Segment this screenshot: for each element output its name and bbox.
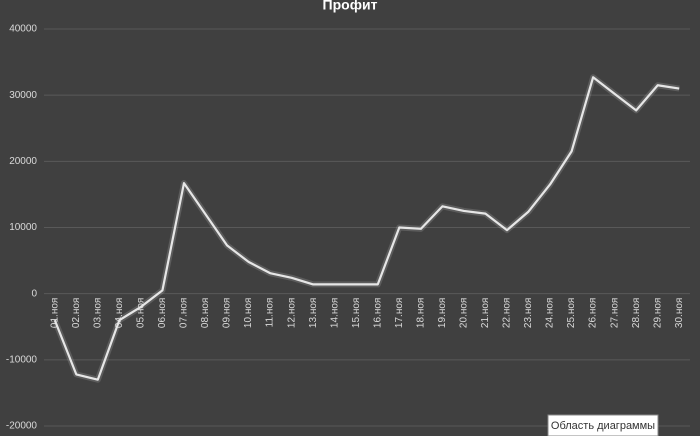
x-tick-label: 10.ноя [243, 298, 254, 328]
x-tick-label: 28.ноя [631, 298, 642, 328]
x-tick-label: 19.ноя [437, 298, 448, 328]
x-tick-label: 27.ноя [609, 298, 620, 328]
plot-area: -20000 -10000 0 10000 20000 30000 40000 01.ноя 0… [6, 24, 690, 432]
x-tick-label: 29.ноя [652, 298, 663, 328]
x-tick-label: 13.ноя [308, 298, 319, 328]
x-tick-label: 14.ноя [329, 298, 340, 328]
x-tick-label: 03.ноя [92, 298, 103, 328]
x-tick-label: 09.ноя [222, 298, 233, 328]
x-tick-label: 08.ноя [200, 298, 211, 328]
x-tick-label: 23.ноя [523, 298, 534, 328]
x-tick-label: 02.ноя [71, 298, 82, 328]
y-tick-label: 40000 [9, 24, 37, 35]
x-tick-label: 24.ноя [545, 298, 556, 328]
line [53, 76, 680, 381]
x-tick-label: 15.ноя [351, 298, 362, 328]
tooltip: Область диаграммы [551, 420, 655, 432]
x-tick-label: 22.ноя [502, 298, 513, 328]
y-tick-label: 20000 [9, 156, 37, 167]
x-tick-label: 05.ноя [136, 298, 147, 328]
x-tick-label: 11.ноя [265, 298, 276, 328]
x-tick-label: 25.ноя [566, 298, 577, 328]
x-tick-label: 01.ноя [49, 298, 60, 328]
x-tick-label: 17.ноя [394, 298, 405, 328]
x-tick-label: 20.ноя [459, 298, 470, 328]
y-tick-label: 30000 [9, 90, 37, 101]
x-tick-label: 04.ноя [114, 298, 125, 328]
x-tick-label: 26.ноя [588, 298, 599, 328]
x-tick-label: 12.ноя [286, 298, 297, 328]
x-tick-label: 07.ноя [179, 298, 190, 328]
y-tick-label: 0 [31, 288, 37, 299]
x-tick-label: 18.ноя [415, 298, 426, 328]
y-tick-label: 10000 [9, 222, 37, 233]
y-tick-label: -10000 [6, 354, 38, 365]
x-tick-label: 16.ноя [372, 298, 383, 328]
x-tick-label: 30.ноя [674, 298, 685, 328]
tooltip-box [547, 414, 659, 436]
y-tick-label: -20000 [6, 421, 38, 432]
x-tick-label: 06.ноя [157, 298, 168, 328]
x-tick-label: 21.ноя [480, 298, 491, 328]
chart-title: Профит [323, 0, 378, 13]
